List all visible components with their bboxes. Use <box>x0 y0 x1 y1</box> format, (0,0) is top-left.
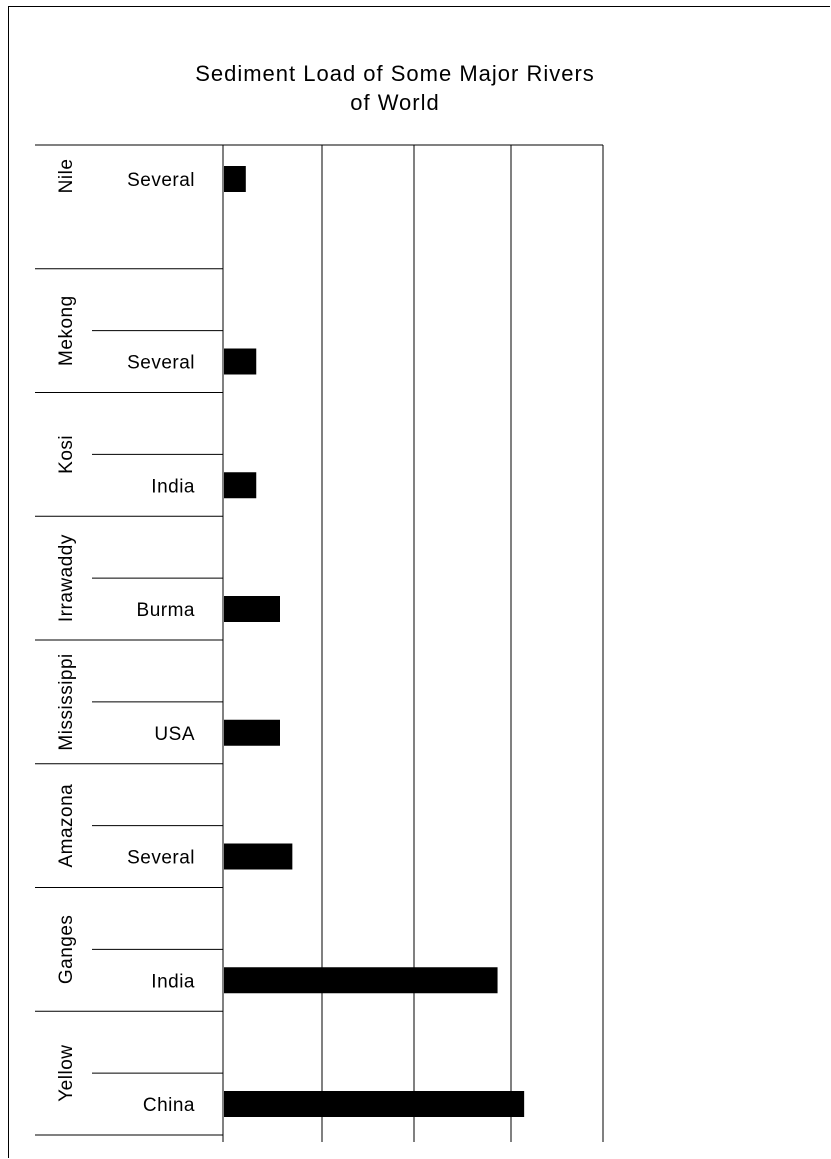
category-rows: Several Nile Several Mekong India Kosi Burma Ir… <box>35 144 223 1136</box>
bar-ganges <box>224 967 498 994</box>
bar-nile <box>224 166 246 192</box>
bar-mississippi <box>224 719 280 746</box>
country-label-amazona: Several <box>127 848 195 869</box>
river-label-irrawaddy: Irrawaddy <box>56 534 77 622</box>
river-label-ganges: Ganges <box>56 915 77 985</box>
river-label-kosi: Kosi <box>56 435 77 474</box>
river-label-nile: Nile <box>56 159 77 194</box>
river-label-amazona: Amazona <box>56 784 77 868</box>
chart-frame <box>8 6 830 1158</box>
bar-irrawaddy <box>224 596 280 622</box>
bar-yellow <box>224 1091 525 1117</box>
chart-title-line-1: Sediment Load of Some Major Rivers <box>195 61 595 86</box>
bar-amazona <box>224 843 293 870</box>
river-label-mississippi: Mississippi <box>56 653 77 750</box>
country-label-irrawaddy: Burma <box>137 600 195 621</box>
country-label-nile: Several <box>127 170 195 191</box>
bar-mekong <box>224 348 257 375</box>
country-label-kosi: India <box>151 476 195 497</box>
country-label-mekong: Several <box>127 353 195 374</box>
chart-title-line-2: of World <box>350 90 440 115</box>
bars <box>224 166 525 1117</box>
country-label-yellow: China <box>143 1095 195 1116</box>
country-label-mississippi: USA <box>154 724 195 745</box>
bar-kosi <box>224 472 257 499</box>
chart-title: Sediment Load of Some Major Rivers of Wo… <box>195 61 595 115</box>
country-label-ganges: India <box>151 971 195 992</box>
river-label-yellow: Yellow <box>56 1045 77 1102</box>
river-label-mekong: Mekong <box>56 295 77 366</box>
